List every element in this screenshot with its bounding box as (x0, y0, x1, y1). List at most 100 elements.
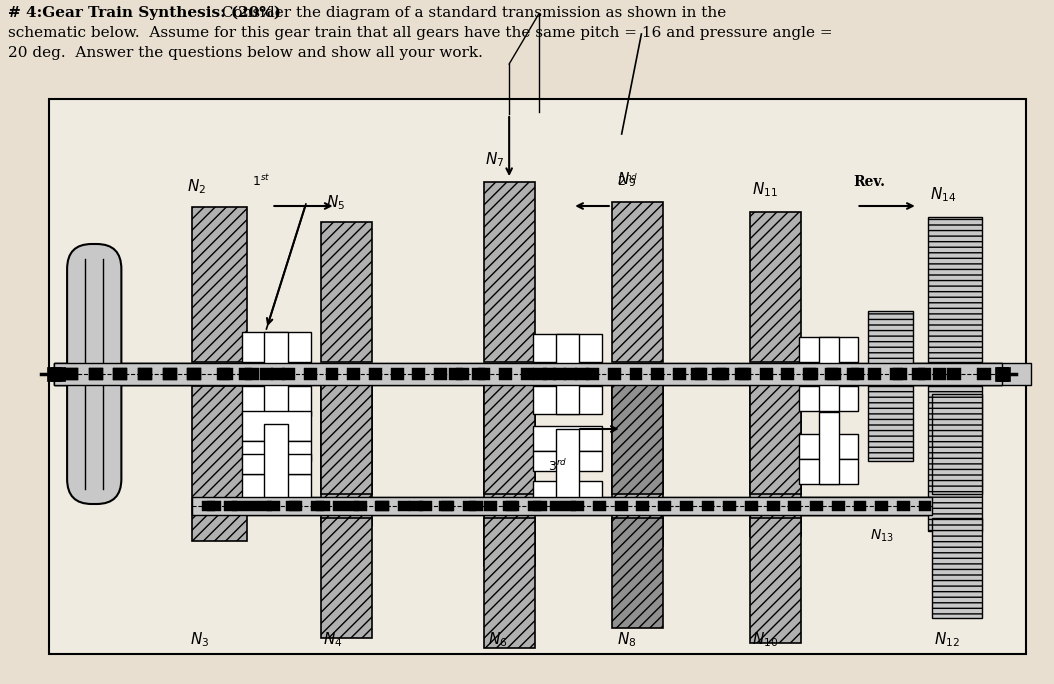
Text: $2^{nd}$: $2^{nd}$ (617, 173, 638, 189)
Bar (750, 212, 801, 362)
Bar (898, 363, 1031, 385)
Bar (552, 368, 566, 380)
Bar (735, 368, 749, 380)
Bar (803, 368, 816, 380)
Bar (245, 368, 258, 380)
Bar (933, 518, 982, 618)
Text: $N_8$: $N_8$ (617, 630, 637, 649)
Bar (928, 217, 982, 362)
Bar (346, 501, 359, 511)
Bar (391, 368, 404, 380)
Bar (241, 454, 311, 474)
Bar (241, 332, 311, 362)
Bar (586, 368, 599, 380)
Bar (138, 368, 152, 380)
Bar (241, 411, 311, 441)
Bar (738, 368, 750, 380)
Text: $N_{14}$: $N_{14}$ (930, 185, 956, 204)
Bar (304, 368, 317, 380)
Bar (997, 367, 1011, 381)
Bar (672, 368, 686, 380)
Bar (564, 368, 578, 380)
Bar (533, 426, 602, 451)
Bar (348, 368, 360, 380)
Bar (934, 368, 946, 380)
Bar (851, 368, 864, 380)
Bar (533, 481, 602, 509)
Bar (799, 337, 858, 362)
Bar (89, 368, 102, 380)
Bar (52, 367, 65, 381)
Bar (593, 501, 606, 511)
Bar (948, 368, 961, 380)
Bar (162, 368, 177, 380)
Bar (456, 368, 469, 380)
Bar (477, 368, 490, 380)
Bar (397, 501, 410, 511)
Text: $N_4$: $N_4$ (323, 630, 343, 649)
Bar (500, 368, 512, 380)
Bar (555, 429, 580, 509)
Bar (484, 364, 534, 494)
Bar (995, 367, 1009, 381)
Text: $N_{10}$: $N_{10}$ (752, 630, 778, 649)
Bar (311, 501, 324, 511)
Bar (193, 497, 933, 515)
Bar (575, 368, 589, 380)
Text: Rev.: Rev. (854, 175, 885, 189)
Bar (608, 368, 621, 380)
Bar (484, 182, 534, 362)
Bar (695, 368, 707, 380)
Bar (799, 459, 858, 484)
Text: 20 deg.  Answer the questions below and show all your work.: 20 deg. Answer the questions below and s… (7, 46, 483, 60)
Bar (232, 501, 246, 511)
Bar (412, 368, 425, 380)
Bar (533, 386, 602, 414)
Bar (611, 202, 663, 362)
Bar (533, 451, 602, 471)
Bar (193, 386, 247, 541)
Bar (286, 501, 300, 511)
Bar (449, 368, 463, 380)
Bar (832, 501, 844, 511)
Bar (208, 501, 221, 511)
Bar (64, 368, 78, 380)
Bar (320, 518, 372, 638)
Text: $N_{12}$: $N_{12}$ (935, 630, 960, 649)
Bar (326, 368, 338, 380)
Bar (114, 368, 128, 380)
Bar (750, 386, 801, 536)
Bar (268, 501, 280, 511)
FancyBboxPatch shape (67, 244, 121, 504)
Bar (441, 501, 454, 511)
Bar (875, 501, 889, 511)
Text: $N_3$: $N_3$ (191, 630, 210, 649)
Bar (723, 501, 736, 511)
Bar (188, 368, 201, 380)
Bar (202, 501, 215, 511)
Bar (533, 334, 602, 362)
Bar (890, 368, 903, 380)
Bar (471, 368, 486, 380)
Text: # 4:Gear Train Synthesis: (20%): # 4:Gear Train Synthesis: (20%) (7, 6, 281, 21)
Bar (533, 501, 547, 511)
Bar (811, 501, 823, 511)
Bar (912, 368, 924, 380)
Bar (193, 207, 247, 362)
Bar (376, 501, 389, 511)
Bar (717, 368, 729, 380)
Bar (138, 368, 152, 380)
Bar (528, 501, 541, 511)
Bar (375, 501, 389, 511)
Bar (825, 368, 838, 380)
Bar (282, 368, 295, 380)
Bar (555, 334, 580, 414)
Bar (713, 368, 726, 380)
Bar (162, 368, 177, 380)
Bar (680, 501, 692, 511)
Text: $N_6$: $N_6$ (488, 630, 508, 649)
Bar (410, 501, 424, 511)
Bar (799, 386, 858, 411)
Bar (933, 394, 982, 494)
Text: schematic below.  Assume for this gear train that all gears have the same pitch : schematic below. Assume for this gear tr… (7, 26, 833, 40)
